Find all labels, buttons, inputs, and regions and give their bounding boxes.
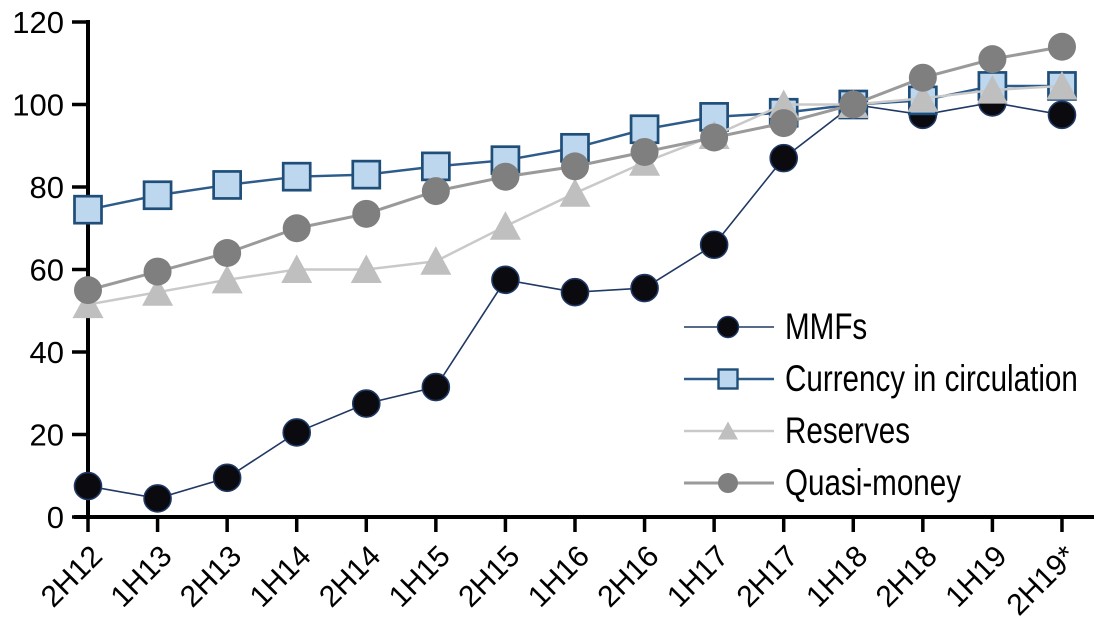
- data-point-marker: [212, 463, 242, 493]
- data-point-marker: [73, 194, 103, 225]
- x-tick-label: 1H16: [522, 540, 596, 614]
- x-tick-label: 2H16: [591, 540, 665, 614]
- data-point-marker: [73, 471, 103, 501]
- data-point-marker: [560, 277, 590, 307]
- data-point-marker: [700, 123, 729, 152]
- x-tick-label: 2H17: [731, 540, 805, 614]
- y-tick-label: 100: [12, 88, 64, 123]
- y-tick-label: 40: [30, 335, 64, 370]
- data-point-marker: [351, 389, 381, 418]
- data-point-marker: [421, 372, 451, 402]
- data-point-marker: [213, 239, 242, 267]
- data-point-marker: [143, 484, 172, 513]
- data-point-marker: [489, 211, 521, 240]
- data-point-marker: [421, 151, 451, 182]
- x-tick-label: 2H12: [35, 540, 109, 614]
- x-tick-label: 1H19: [939, 540, 1013, 614]
- data-point-marker: [143, 257, 172, 286]
- data-point-marker: [1047, 32, 1076, 61]
- data-point-marker: [491, 265, 520, 295]
- data-point-marker: [350, 254, 382, 283]
- x-tick-label: 2H19*: [1001, 539, 1084, 622]
- data-point-marker: [281, 254, 313, 283]
- data-point-marker: [352, 199, 381, 228]
- data-point-marker: [978, 45, 1007, 74]
- data-point-marker: [769, 143, 799, 173]
- x-tick-label: 2H18: [870, 540, 944, 614]
- data-point-marker: [907, 83, 939, 112]
- y-tick-label: 80: [30, 170, 64, 205]
- y-tick-label: 20: [30, 418, 64, 453]
- x-tick-label: 1H15: [383, 540, 457, 614]
- data-point-marker: [630, 137, 659, 166]
- data-point-marker: [74, 276, 102, 305]
- data-point-marker: [976, 75, 1008, 104]
- data-point-marker: [282, 418, 312, 447]
- x-tick-label: 1H18: [800, 540, 874, 614]
- data-point-marker: [281, 161, 312, 192]
- data-point-marker: [420, 246, 452, 275]
- x-tick-label: 1H14: [244, 540, 318, 614]
- data-point-marker: [142, 180, 173, 211]
- data-point-marker: [351, 159, 382, 190]
- x-tick-label: 2H13: [174, 540, 248, 614]
- series-quasi-money: [74, 32, 1076, 305]
- data-point-marker: [699, 230, 729, 260]
- data-point-marker: [630, 273, 659, 303]
- data-point-marker: [282, 214, 311, 243]
- data-point-marker: [1047, 100, 1077, 130]
- x-tick-label: 2H14: [313, 540, 387, 614]
- data-point-marker: [560, 152, 589, 181]
- data-point-marker: [491, 162, 520, 191]
- data-point-marker: [142, 277, 174, 306]
- x-tick-label: 2H15: [452, 540, 526, 614]
- x-tick-label: 1H13: [104, 540, 178, 614]
- data-point-marker: [211, 264, 243, 294]
- data-point-marker: [212, 170, 242, 200]
- x-tick-label: 1H17: [661, 540, 735, 614]
- data-point-marker: [559, 178, 591, 207]
- data-point-marker: [768, 89, 800, 118]
- data-point-marker: [769, 109, 798, 138]
- data-point-marker: [421, 177, 450, 206]
- y-tick-label: 60: [30, 253, 64, 288]
- data-point-marker: [1046, 70, 1078, 100]
- y-tick-label: 0: [47, 500, 64, 535]
- y-tick-label: 120: [12, 5, 64, 40]
- data-point-marker: [839, 90, 868, 119]
- data-point-marker: [908, 63, 937, 92]
